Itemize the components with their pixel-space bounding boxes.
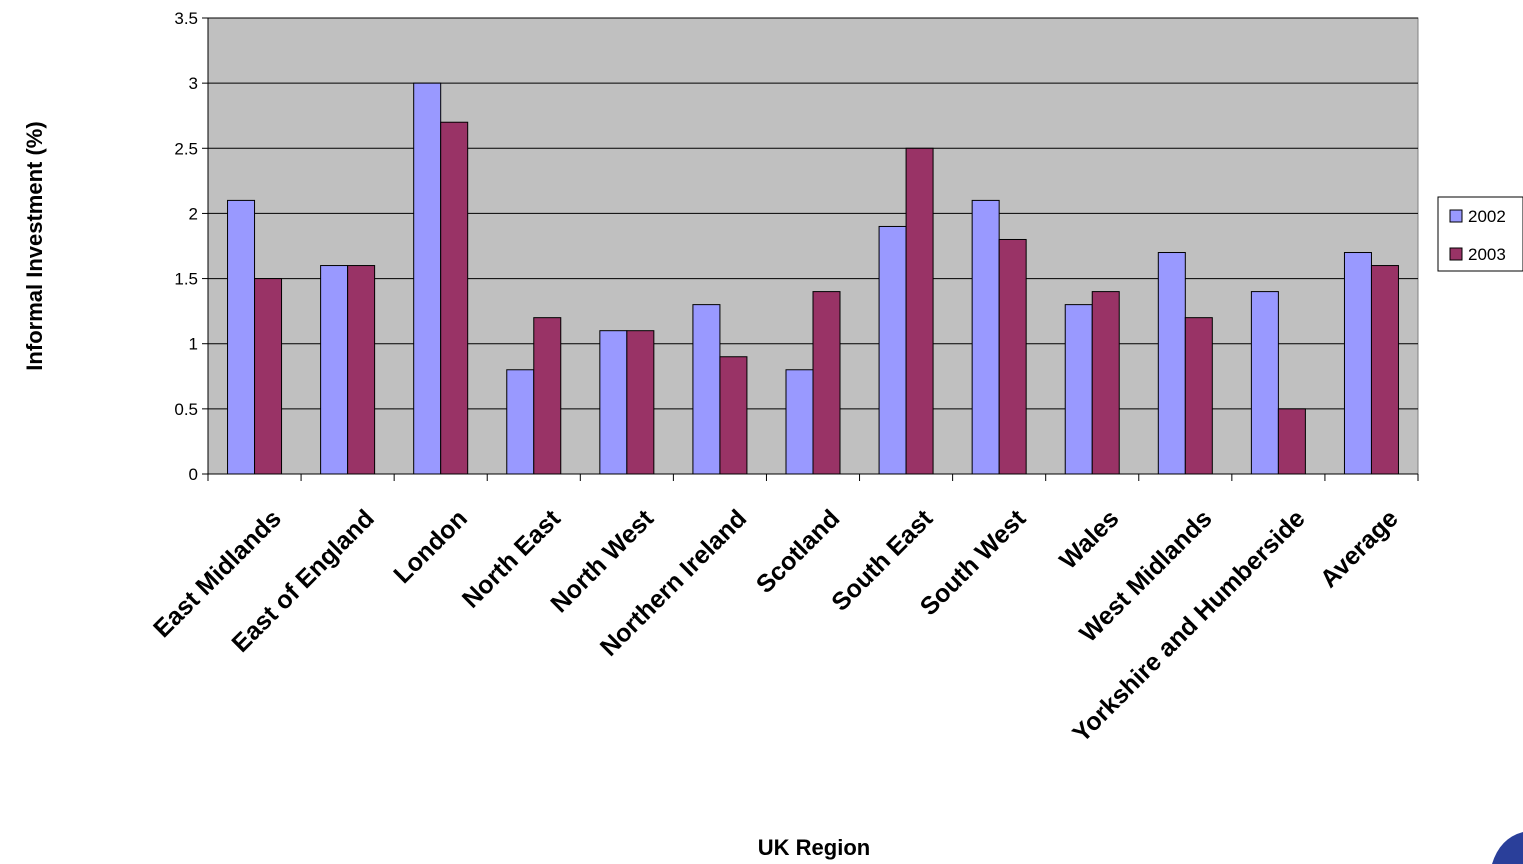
x-axis-ticks (207, 474, 1419, 481)
category-label: London (388, 504, 473, 589)
bar-2002-3 (506, 369, 535, 475)
bar-2002-9 (1064, 304, 1093, 475)
bar-2002-6 (785, 369, 814, 475)
bars (227, 82, 1399, 475)
bar-2003-5 (719, 356, 748, 475)
y-tick-label: 3 (189, 74, 198, 93)
bar-2003-11 (1277, 408, 1306, 475)
bar-2003-8 (998, 238, 1027, 475)
y-tick-label: 1 (189, 335, 198, 354)
bar-2002-12 (1343, 252, 1372, 475)
legend-swatch-2002 (1449, 209, 1463, 223)
y-tick-label: 2 (189, 204, 198, 223)
y-tick-label: 0 (189, 465, 198, 484)
bar-2003-7 (905, 147, 934, 475)
legend: 2002 2003 (1437, 196, 1523, 272)
category-label: Scotland (751, 504, 845, 598)
bar-2002-11 (1250, 291, 1279, 475)
y-axis-ticks: 0 0.5 1 1.5 2 2.5 3 3.5 (174, 9, 208, 484)
bar-2003-2 (440, 121, 469, 475)
bar-2002-5 (692, 304, 721, 475)
x-axis-title: UK Region (758, 835, 870, 860)
legend-label-2003: 2003 (1468, 245, 1506, 264)
bar-2003-6 (812, 291, 841, 475)
legend-label-2002: 2002 (1468, 207, 1506, 226)
category-label: Wales (1054, 504, 1124, 574)
bar-2002-0 (227, 199, 256, 475)
bar-2002-4 (599, 330, 628, 475)
y-tick-label: 0.5 (174, 400, 198, 419)
y-tick-label: 3.5 (174, 9, 198, 28)
bar-2002-8 (971, 199, 1000, 475)
category-label: Average (1315, 504, 1404, 593)
bar-2003-1 (347, 265, 376, 475)
bar-2002-10 (1157, 252, 1186, 475)
bar-2003-3 (533, 317, 562, 475)
bar-2003-0 (254, 278, 283, 475)
bar-2002-1 (320, 265, 349, 475)
bar-2002-7 (878, 225, 907, 475)
bar-2002-2 (413, 82, 442, 475)
y-tick-label: 1.5 (174, 270, 198, 289)
y-tick-label: 2.5 (174, 139, 198, 158)
bar-2003-10 (1184, 317, 1213, 475)
bar-2003-9 (1091, 291, 1120, 475)
corner-decoration (1492, 832, 1523, 864)
gridlines (208, 17, 1418, 410)
bar-2003-12 (1370, 265, 1399, 475)
y-axis-title: Informal Investment (%) (22, 121, 47, 370)
bar-2003-4 (626, 330, 655, 475)
legend-swatch-2003 (1449, 247, 1463, 261)
